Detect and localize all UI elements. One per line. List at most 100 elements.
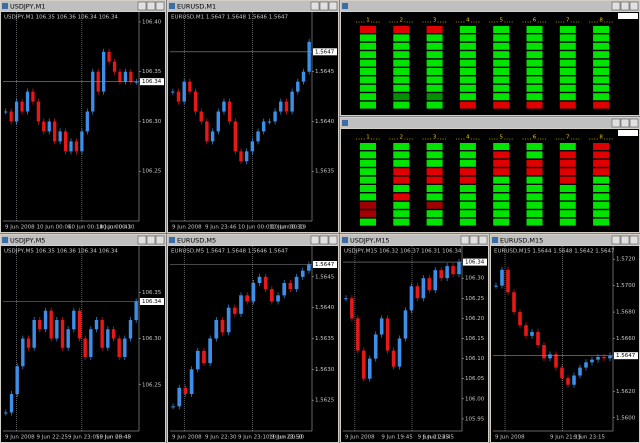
cell xyxy=(426,210,443,218)
candle xyxy=(572,375,576,385)
cell xyxy=(393,151,410,159)
cell xyxy=(459,51,476,59)
window-button[interactable] xyxy=(310,235,320,245)
column-label: 1 xyxy=(366,135,370,141)
window-button[interactable] xyxy=(310,1,320,11)
cell xyxy=(426,42,443,50)
cell xyxy=(493,159,510,167)
window-button[interactable] xyxy=(629,118,639,128)
window-button[interactable] xyxy=(137,235,147,245)
cell xyxy=(360,59,376,67)
window-button[interactable] xyxy=(319,235,329,245)
price-label: 106.20 xyxy=(465,316,485,322)
cell xyxy=(459,84,476,92)
chart-header: USDJPY,M1 106.35 106.36 106.34 106.34 xyxy=(4,15,118,21)
candle xyxy=(118,71,122,82)
cell xyxy=(393,193,410,201)
cell xyxy=(526,51,543,59)
window-button[interactable] xyxy=(478,235,488,245)
candle xyxy=(31,91,35,102)
column-label: 6 xyxy=(533,135,537,141)
cell xyxy=(493,26,510,33)
price-tag-label: 106.34 xyxy=(142,299,162,305)
candle xyxy=(262,121,266,132)
window-button[interactable] xyxy=(469,235,479,245)
cell xyxy=(393,76,410,84)
candle xyxy=(134,301,138,320)
time-label: 9 Jun 22:25 xyxy=(37,435,69,441)
price-label: 1.5625 xyxy=(315,398,335,404)
cell xyxy=(393,159,410,167)
candle xyxy=(500,269,504,286)
window-button[interactable] xyxy=(146,235,156,245)
window-button[interactable] xyxy=(460,235,470,245)
time-label: 9 Jun 2008 xyxy=(5,435,35,441)
cell xyxy=(426,193,443,201)
cell xyxy=(559,193,576,201)
time-label: 9 Jun 23:10 xyxy=(238,435,270,441)
candle xyxy=(134,81,138,83)
cell xyxy=(593,168,610,176)
window-button[interactable] xyxy=(611,1,621,11)
price-label: 1.5630 xyxy=(315,367,335,373)
candle xyxy=(356,318,360,351)
window-title: EURUSD,M5 xyxy=(177,237,216,245)
window-button[interactable] xyxy=(620,1,630,11)
candle xyxy=(85,111,89,132)
cell xyxy=(360,34,376,42)
candle xyxy=(111,329,116,339)
candle xyxy=(14,101,19,122)
window-button[interactable] xyxy=(620,118,630,128)
window-button[interactable] xyxy=(137,1,147,11)
candle xyxy=(350,298,354,319)
window-button[interactable] xyxy=(629,1,639,11)
title-bar xyxy=(1,235,165,245)
window-button[interactable] xyxy=(620,235,630,245)
candle xyxy=(257,276,262,283)
label-bg xyxy=(431,134,438,141)
label-bg xyxy=(531,17,538,24)
cell xyxy=(593,218,610,226)
window-button[interactable] xyxy=(328,1,338,11)
cell xyxy=(526,34,543,42)
candle xyxy=(276,295,280,302)
window-button[interactable] xyxy=(155,235,165,245)
cell xyxy=(559,218,576,226)
candle xyxy=(542,345,546,359)
time-label: 10 Jun 00:30 xyxy=(100,225,135,231)
time-label: 10 Jun 00:19 xyxy=(271,225,306,231)
label-bg xyxy=(498,17,505,24)
column-label: 7 xyxy=(566,135,570,141)
chart-area xyxy=(168,246,338,442)
cell xyxy=(526,159,543,167)
label-bg xyxy=(564,134,571,141)
candle xyxy=(171,406,175,408)
price-tag xyxy=(313,48,337,56)
cell xyxy=(493,176,510,184)
label-bg xyxy=(498,134,505,141)
window-button[interactable] xyxy=(328,235,338,245)
label-bg xyxy=(431,17,438,24)
candle xyxy=(58,131,62,142)
cell xyxy=(426,151,443,159)
price-label: 106.30 xyxy=(142,119,162,125)
window-button[interactable] xyxy=(629,235,639,245)
cell xyxy=(526,101,543,109)
cell xyxy=(593,201,610,209)
window-button[interactable] xyxy=(319,1,329,11)
candle xyxy=(263,276,268,290)
cell xyxy=(360,51,376,59)
cell xyxy=(426,34,443,42)
candle xyxy=(367,358,372,379)
window-button[interactable] xyxy=(155,1,165,11)
candle xyxy=(273,111,277,122)
cell xyxy=(593,210,610,218)
window-button[interactable] xyxy=(611,235,621,245)
time-label: 9 Jun 2008 xyxy=(345,435,375,441)
window-button[interactable] xyxy=(146,1,156,11)
window-button[interactable] xyxy=(611,118,621,128)
candle xyxy=(32,320,36,348)
cell xyxy=(360,84,376,92)
cell xyxy=(593,193,610,201)
